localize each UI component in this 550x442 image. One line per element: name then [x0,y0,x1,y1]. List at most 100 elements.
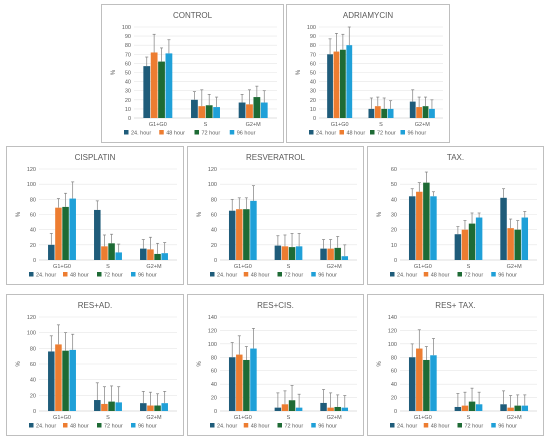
legend-label: 72 hour [104,424,123,430]
bar [416,191,423,260]
x-tick-label: G1+G0 [53,264,71,270]
bar [108,401,115,411]
chart-panel-resveratrol: RESVERATROL 0 20 40 60 80 100 120% G1+G0 S G2+M 24.… [187,146,364,285]
bar [143,66,151,118]
bar [274,407,282,411]
bar [69,198,76,260]
y-tick-label: 90 [310,34,316,40]
bar [236,209,243,260]
chart-panel-res-ad: RES+AD. 0 20 40 60 80 100 120% G1+G0 S G2+M 24. hou… [6,294,184,436]
legend-label: 72 hour [377,131,396,137]
y-tick-label: 10 [391,243,397,249]
x-tick-label: S [379,122,383,128]
y-tick-label: 80 [125,43,131,49]
y-tick-label: 70 [310,52,316,58]
y-tick-label: 140 [388,315,397,321]
legend-label: 96 hour [498,273,517,279]
legend-swatch [210,423,215,428]
y-tick-label: 120 [27,315,36,321]
bar [339,49,346,118]
legend-swatch [491,423,496,428]
bar [161,403,168,411]
legend-label: 24. hour [217,424,237,430]
y-axis-label: % [197,361,203,367]
y-tick-label: 50 [391,182,397,188]
legend-label: 72 hour [104,273,123,279]
bar [341,407,349,411]
bar [238,102,246,118]
legend-swatch [390,423,395,428]
bar [327,407,334,411]
y-tick-label: 10 [310,107,316,113]
bar [333,51,340,118]
y-axis-label: % [377,211,383,217]
legend-label: 48 hour [347,131,366,137]
legend-swatch [97,423,102,428]
y-tick-label: 80 [391,355,397,361]
legend-swatch [309,130,314,135]
chart-svg: RESVERATROL 0 20 40 60 80 100 120% G1+G0 S G2+M 24.… [197,153,357,279]
x-tick-label: S [106,264,110,270]
x-tick-label: G2+M [327,264,343,270]
legend-label: 48 hour [70,273,89,279]
x-tick-label: G1+G0 [149,122,167,128]
bar [55,344,62,411]
legend-label: 48 hour [251,424,270,430]
y-tick-label: 100 [27,331,36,337]
chart-panel-cisplatin: CISPLATIN 0 20 40 60 80 100 120% G1+G0 S G2+M 24. h… [6,146,184,285]
legend-label: 72 hour [465,273,484,279]
bar [281,404,289,411]
legend-label: 24. hour [131,131,151,137]
y-tick-label: 10 [125,107,131,113]
bar [507,407,514,411]
legend-swatch [210,272,215,277]
bar [101,246,108,260]
bar [101,403,108,411]
bar [430,355,437,411]
y-tick-label: 0 [128,116,131,122]
legend-swatch [277,423,282,428]
y-tick-label: 20 [30,243,36,249]
bar [94,209,101,260]
chart-svg: ADRIAMYCIN 0 10 20 30 40 50 60 70 80 90 100% G1+G0 S G… [296,11,443,137]
chart-svg: CISPLATIN 0 20 40 60 80 100 120% G1+G0 S G2+M 24. h… [16,153,177,279]
bar [228,357,236,411]
chart-title: CISPLATIN [75,153,116,162]
bar [62,350,69,411]
bar [408,196,416,260]
bar [468,401,476,411]
legend-label: 48 hour [431,424,450,430]
legend-swatch [311,423,316,428]
y-tick-label: 120 [27,167,36,173]
y-tick-label: 40 [125,80,131,86]
y-axis-label: % [377,361,383,367]
legend-label: 48 hour [70,424,89,430]
bar [408,357,416,411]
x-tick-label: G1+G0 [414,415,432,421]
x-tick-label: G2+M [415,122,431,128]
chart-title: RES+AD. [78,301,112,310]
y-tick-label: 40 [391,197,397,203]
x-tick-label: S [204,122,208,128]
legend-swatch [457,272,462,277]
y-tick-label: 30 [391,213,397,219]
bar [55,207,62,260]
chart-title: RESVERATROL [246,153,306,162]
legend-label: 96 hour [138,424,157,430]
bar [475,404,483,411]
y-tick-label: 0 [313,116,316,122]
legend-swatch [400,130,405,135]
y-tick-label: 50 [310,71,316,77]
y-tick-label: 80 [211,197,217,203]
legend-label: 24. hour [217,273,237,279]
legend-swatch [131,423,136,428]
chart-panel-res-tax: RES+ TAX. 0 20 40 60 80 100 120 140% G1+G0 S G2+M 24… [367,294,544,436]
y-tick-label: 100 [208,182,217,188]
legend-swatch [63,423,68,428]
chart-svg: CONTROL 0 10 20 30 40 50 60 70 80 90 100% G1+G0 S G2+M… [111,11,277,137]
bar [274,245,282,260]
chart-title: TAX. [447,153,464,162]
x-tick-label: G1+G0 [331,122,349,128]
y-tick-label: 70 [125,52,131,58]
